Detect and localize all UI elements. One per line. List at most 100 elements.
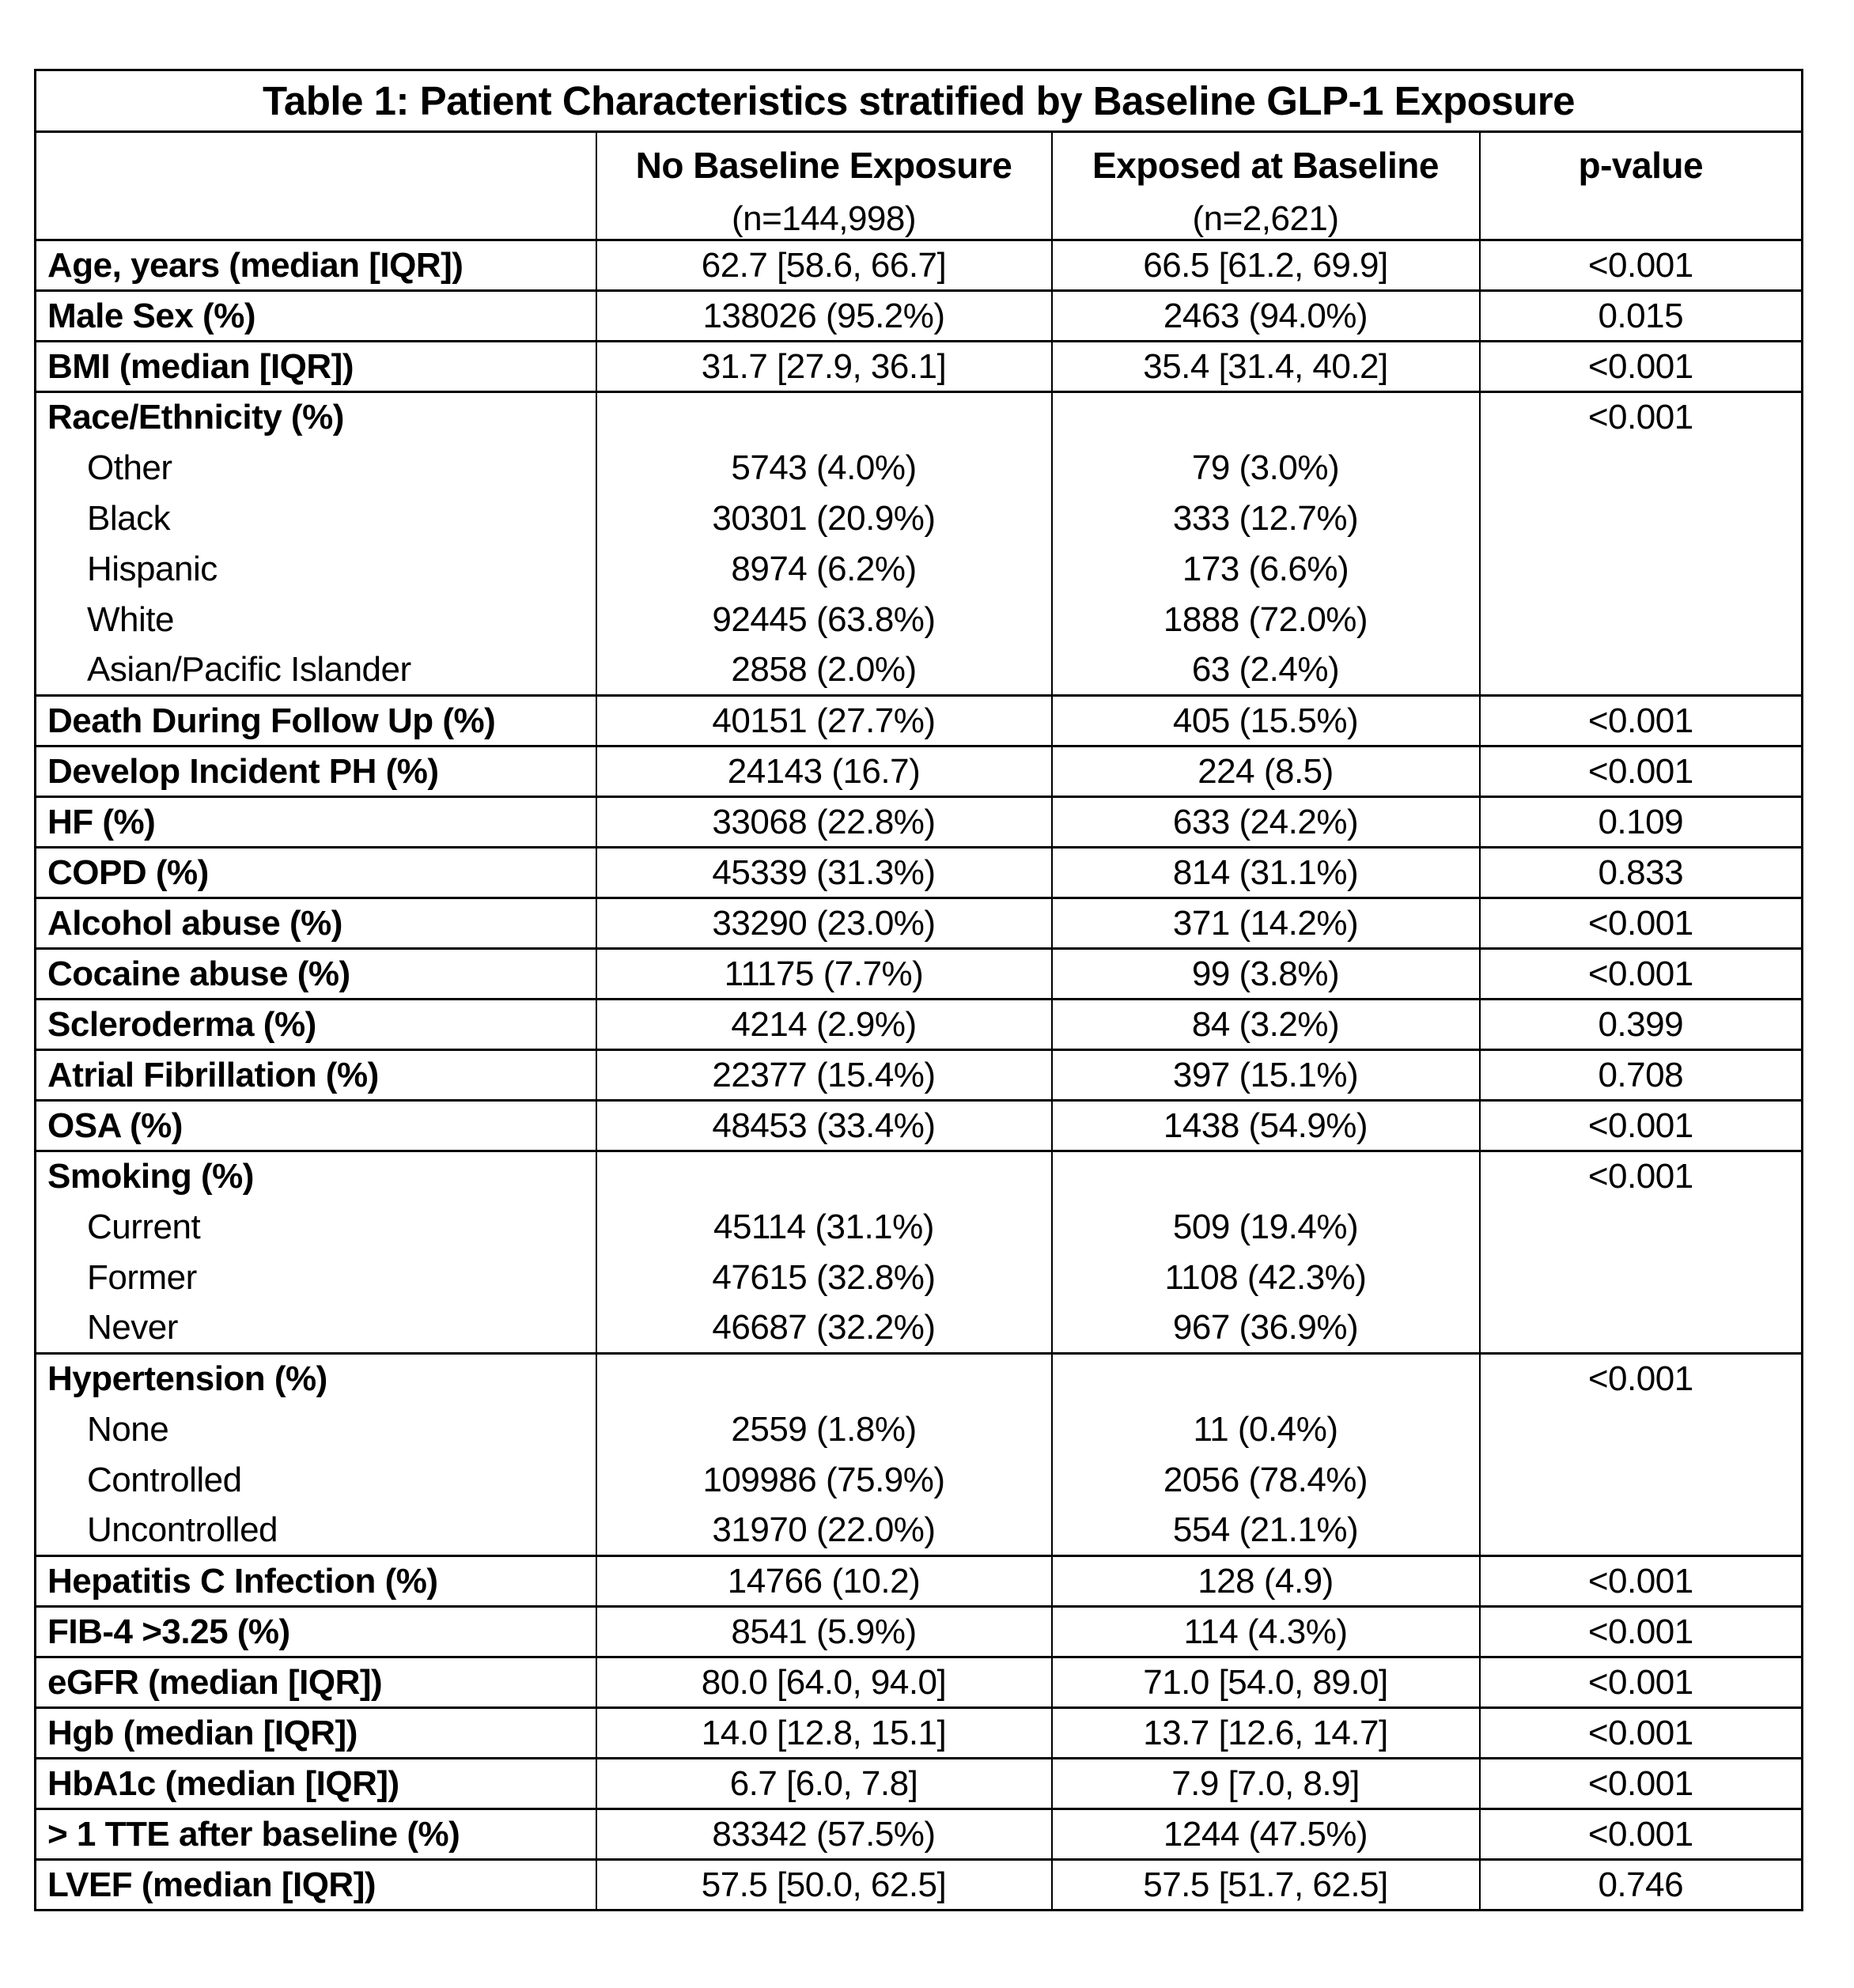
cell-value: 79 (3.0%) (1050, 442, 1481, 493)
row-label: FIB-4 >3.25 (%) (34, 1605, 597, 1657)
table-row: Male Sex (%) 138026 (95.2%) 2463 (94.0%) 0.… (34, 289, 1803, 342)
cell-value: 5743 (4.0%) (595, 442, 1053, 493)
table-row: Asian/Pacific Islander 2858 (2.0%) 63 (2.4… (34, 644, 1803, 696)
table-row: Smoking (%) <0.001 (34, 1150, 1803, 1202)
cell-pvalue (1478, 493, 1803, 544)
cell-pvalue: <0.001 (1478, 1555, 1803, 1607)
cell-pvalue: 0.833 (1478, 846, 1803, 898)
cell-value: 224 (8.5) (1050, 745, 1481, 797)
cell-value: 554 (21.1%) (1050, 1505, 1481, 1556)
cell-value: 109986 (75.9%) (595, 1454, 1053, 1506)
cell-value: 48453 (33.4%) (595, 1099, 1053, 1151)
cell-value: 6.7 [6.0, 7.8] (595, 1757, 1053, 1809)
table-row: Hgb (median [IQR]) 14.0 [12.8, 15.1] 13.7 … (34, 1706, 1803, 1759)
table-row: HbA1c (median [IQR]) 6.7 [6.0, 7.8] 7.9 [7… (34, 1757, 1803, 1809)
table-row: Former 47615 (32.8%) 1108 (42.3%) (34, 1252, 1803, 1303)
cell-value: 633 (24.2%) (1050, 796, 1481, 848)
cell-pvalue: <0.001 (1478, 340, 1803, 392)
table-row: BMI (median [IQR]) 31.7 [27.9, 36.1] 35.4 … (34, 340, 1803, 392)
cell-value: 57.5 [50.0, 62.5] (595, 1858, 1053, 1911)
row-label: Scleroderma (%) (34, 998, 597, 1050)
row-label: Age, years (median [IQR]) (34, 239, 597, 291)
cell-value: 333 (12.7%) (1050, 493, 1481, 544)
table-row: Race/Ethnicity (%) <0.001 (34, 391, 1803, 443)
cell-pvalue: <0.001 (1478, 239, 1803, 291)
row-label: Death During Follow Up (%) (34, 694, 597, 746)
row-label: Uncontrolled (34, 1505, 597, 1556)
table-row: White 92445 (63.8%) 1888 (72.0%) (34, 594, 1803, 645)
row-label: Develop Incident PH (%) (34, 745, 597, 797)
table-row: FIB-4 >3.25 (%) 8541 (5.9%) 114 (4.3%) <0.0… (34, 1605, 1803, 1657)
cell-value: 1244 (47.5%) (1050, 1808, 1481, 1860)
cell-value: 11 (0.4%) (1050, 1404, 1481, 1455)
row-label: COPD (%) (34, 846, 597, 898)
table-row: None 2559 (1.8%) 11 (0.4%) (34, 1404, 1803, 1455)
cell-value: 397 (15.1%) (1050, 1049, 1481, 1101)
cell-value (1050, 1352, 1481, 1404)
cell-value: 128 (4.9) (1050, 1555, 1481, 1607)
row-label: Atrial Fibrillation (%) (34, 1049, 597, 1101)
row-label: BMI (median [IQR]) (34, 340, 597, 392)
cell-value: 99 (3.8%) (1050, 947, 1481, 1000)
cell-value: 31970 (22.0%) (595, 1505, 1053, 1556)
cell-value: 57.5 [51.7, 62.5] (1050, 1858, 1481, 1911)
cell-pvalue: <0.001 (1478, 694, 1803, 746)
cell-pvalue: <0.001 (1478, 897, 1803, 949)
cell-value: 1108 (42.3%) (1050, 1252, 1481, 1303)
table-row: eGFR (median [IQR]) 80.0 [64.0, 94.0] 71.0… (34, 1656, 1803, 1708)
table-row: Never 46687 (32.2%) 967 (36.9%) (34, 1302, 1803, 1354)
row-label: Alcohol abuse (%) (34, 897, 597, 949)
row-label: Controlled (34, 1454, 597, 1506)
table-row: Controlled 109986 (75.9%) 2056 (78.4%) (34, 1454, 1803, 1506)
table-row: Current 45114 (31.1%) 509 (19.4%) (34, 1201, 1803, 1253)
cell-pvalue: 0.708 (1478, 1049, 1803, 1101)
row-label: Former (34, 1252, 597, 1303)
row-label: Race/Ethnicity (%) (34, 391, 597, 443)
table-row: Hepatitis C Infection (%) 14766 (10.2) 128… (34, 1555, 1803, 1607)
cell-pvalue (1478, 1252, 1803, 1303)
table-row: Uncontrolled 31970 (22.0%) 554 (21.1%) (34, 1505, 1803, 1556)
column-header-row: No Baseline Exposure (n=144,998) Exposed… (34, 130, 1803, 241)
cell-pvalue: <0.001 (1478, 1656, 1803, 1708)
cell-value: 405 (15.5%) (1050, 694, 1481, 746)
row-label: HbA1c (median [IQR]) (34, 1757, 597, 1809)
cell-value: 84 (3.2%) (1050, 998, 1481, 1050)
cell-value: 14766 (10.2) (595, 1555, 1053, 1607)
table-row: Develop Incident PH (%) 24143 (16.7) 224 (… (34, 745, 1803, 797)
cell-pvalue (1478, 1454, 1803, 1506)
cell-pvalue: 0.109 (1478, 796, 1803, 848)
cell-value: 8541 (5.9%) (595, 1605, 1053, 1657)
cell-value: 45114 (31.1%) (595, 1201, 1053, 1253)
table-row: HF (%) 33068 (22.8%) 633 (24.2%) 0.109 (34, 796, 1803, 848)
cell-value: 31.7 [27.9, 36.1] (595, 340, 1053, 392)
table-row: Cocaine abuse (%) 11175 (7.7%) 99 (3.8%) <0… (34, 947, 1803, 1000)
cell-value: 7.9 [7.0, 8.9] (1050, 1757, 1481, 1809)
row-label: Black (34, 493, 597, 544)
cell-value: 814 (31.1%) (1050, 846, 1481, 898)
cell-pvalue (1478, 644, 1803, 696)
cell-pvalue (1478, 442, 1803, 493)
cell-value: 13.7 [12.6, 14.7] (1050, 1706, 1481, 1759)
cell-pvalue (1478, 1201, 1803, 1253)
cell-value: 33068 (22.8%) (595, 796, 1053, 848)
cell-pvalue (1478, 1505, 1803, 1556)
cell-pvalue (1478, 1404, 1803, 1455)
cell-value: 24143 (16.7) (595, 745, 1053, 797)
table-row: COPD (%) 45339 (31.3%) 814 (31.1%) 0.833 (34, 846, 1803, 898)
cell-pvalue: <0.001 (1478, 1757, 1803, 1809)
row-label: Current (34, 1201, 597, 1253)
cell-pvalue: <0.001 (1478, 1808, 1803, 1860)
row-label: Never (34, 1302, 597, 1354)
cell-value: 40151 (27.7%) (595, 694, 1053, 746)
row-label: HF (%) (34, 796, 597, 848)
row-label: Hepatitis C Infection (%) (34, 1555, 597, 1607)
title-row: Table 1: Patient Characteristics stratif… (33, 69, 1804, 133)
column-header-empty (34, 130, 597, 241)
cell-value: 62.7 [58.6, 66.7] (595, 239, 1053, 291)
row-label: Hispanic (34, 543, 597, 595)
row-label: > 1 TTE after baseline (%) (34, 1808, 597, 1860)
table-row: Hypertension (%) <0.001 (34, 1352, 1803, 1404)
cell-value: 46687 (32.2%) (595, 1302, 1053, 1354)
cell-pvalue: 0.399 (1478, 998, 1803, 1050)
